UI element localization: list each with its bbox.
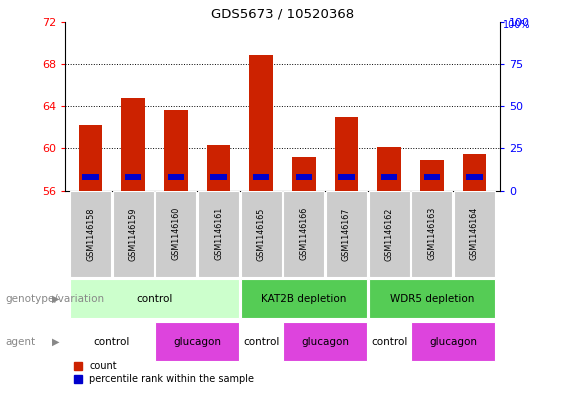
Title: GDS5673 / 10520368: GDS5673 / 10520368 xyxy=(211,7,354,20)
Text: GSM1146159: GSM1146159 xyxy=(129,207,138,261)
Bar xyxy=(79,125,102,191)
Legend: count, percentile rank within the sample: count, percentile rank within the sample xyxy=(70,358,258,388)
Bar xyxy=(168,174,184,180)
Text: ▶: ▶ xyxy=(52,337,59,347)
Bar xyxy=(463,154,486,191)
Text: GSM1146164: GSM1146164 xyxy=(470,207,479,261)
Bar xyxy=(210,174,227,180)
Text: 100%: 100% xyxy=(503,20,531,29)
Bar xyxy=(155,322,239,362)
Bar xyxy=(121,97,145,191)
Bar xyxy=(326,191,367,277)
Text: GSM1146167: GSM1146167 xyxy=(342,207,351,261)
Bar xyxy=(70,322,154,362)
Bar xyxy=(284,191,324,277)
Bar xyxy=(249,55,273,191)
Text: glucagon: glucagon xyxy=(429,337,477,347)
Bar xyxy=(284,322,367,362)
Bar xyxy=(113,191,154,277)
Bar xyxy=(253,174,270,180)
Bar xyxy=(368,191,410,277)
Text: control: control xyxy=(371,337,407,347)
Bar xyxy=(241,279,367,318)
Bar xyxy=(70,191,111,277)
Bar xyxy=(241,322,281,362)
Bar xyxy=(454,191,495,277)
Bar xyxy=(411,322,495,362)
Text: KAT2B depletion: KAT2B depletion xyxy=(261,294,346,304)
Bar xyxy=(207,145,231,191)
Bar xyxy=(334,117,358,191)
Bar xyxy=(377,147,401,191)
Bar xyxy=(82,174,99,180)
Bar xyxy=(424,174,440,180)
Text: ▶: ▶ xyxy=(52,294,59,304)
Bar xyxy=(125,174,141,180)
Bar xyxy=(155,191,197,277)
Bar xyxy=(241,191,281,277)
Text: control: control xyxy=(94,337,130,347)
Text: agent: agent xyxy=(6,337,36,347)
Text: GSM1146158: GSM1146158 xyxy=(86,207,95,261)
Text: GSM1146161: GSM1146161 xyxy=(214,207,223,261)
Text: control: control xyxy=(136,294,173,304)
Text: GSM1146165: GSM1146165 xyxy=(257,207,266,261)
Text: GSM1146166: GSM1146166 xyxy=(299,207,308,261)
Bar xyxy=(295,174,312,180)
Bar xyxy=(466,174,483,180)
Bar xyxy=(292,157,316,191)
Text: WDR5 depletion: WDR5 depletion xyxy=(390,294,474,304)
Bar xyxy=(411,191,452,277)
Text: GSM1146163: GSM1146163 xyxy=(427,207,436,261)
Text: GSM1146162: GSM1146162 xyxy=(385,207,394,261)
Text: GSM1146160: GSM1146160 xyxy=(171,207,180,261)
Text: control: control xyxy=(243,337,279,347)
Text: glucagon: glucagon xyxy=(301,337,349,347)
Bar xyxy=(420,160,444,191)
Bar xyxy=(338,174,355,180)
Text: glucagon: glucagon xyxy=(173,337,221,347)
Bar xyxy=(368,279,495,318)
Text: genotype/variation: genotype/variation xyxy=(6,294,105,304)
Bar xyxy=(70,279,239,318)
Bar xyxy=(368,322,410,362)
Bar xyxy=(164,110,188,191)
Bar xyxy=(381,174,397,180)
Bar xyxy=(198,191,239,277)
